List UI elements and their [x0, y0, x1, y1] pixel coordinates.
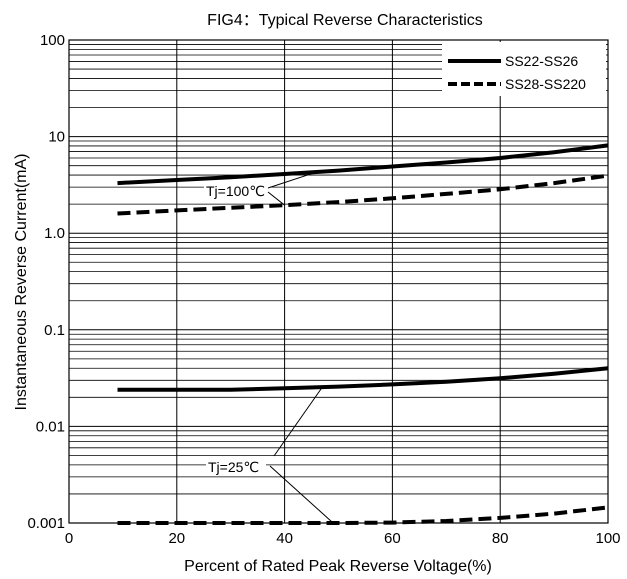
legend-box	[442, 42, 606, 96]
x-tick-label: 60	[384, 530, 401, 547]
series-line-3	[117, 366, 609, 392]
y-tick-label: 0.1	[44, 322, 65, 339]
legend-label-dashed: SS28-SS220	[505, 76, 586, 92]
y-tick-label: 1.0	[44, 225, 65, 242]
y-tick-label: 0.001	[27, 515, 65, 532]
x-axis-label: Percent of Rated Peak Reverse Voltage(%)	[184, 558, 492, 575]
annotation-tj100: Tj=100℃	[206, 183, 265, 199]
x-tick-label: 20	[168, 530, 185, 547]
x-tick-label: 40	[276, 530, 293, 547]
series-line-2	[117, 173, 609, 216]
annotation-bg	[206, 457, 266, 476]
y-tick-label: 10	[48, 129, 65, 146]
chart-title: FIG4：Typical Reverse Characteristics	[207, 12, 483, 29]
annotation-leader	[267, 171, 318, 189]
series-line-4	[117, 505, 609, 525]
x-tick-label: 100	[595, 530, 620, 547]
legend-label-solid: SS22-SS26	[505, 53, 578, 69]
x-tick-label: 0	[65, 530, 73, 547]
annotation-tj25: Tj=25℃	[208, 459, 259, 475]
legend: SS22-SS26 SS28-SS220	[442, 42, 606, 96]
y-tick-label: 100	[40, 32, 65, 49]
annotation-leader	[269, 465, 334, 524]
series-line-1	[117, 143, 609, 186]
y-axis-label: Instantaneous Reverse Current(mA)	[13, 154, 30, 411]
series-layer	[117, 143, 609, 525]
grid	[69, 40, 608, 524]
tick-labels: 0 20 40 60 80 100 0.001 0.01 0.1 1.0 10 100	[27, 32, 620, 547]
annotation-leader	[267, 191, 285, 206]
y-tick-label: 0.01	[36, 418, 65, 435]
annotation-leader	[273, 386, 323, 457]
annotation-bg	[204, 181, 270, 200]
x-tick-label: 80	[492, 530, 509, 547]
plot-frame	[68, 39, 609, 524]
annotation-layer: Tj=100℃ Tj=25℃	[204, 171, 334, 524]
